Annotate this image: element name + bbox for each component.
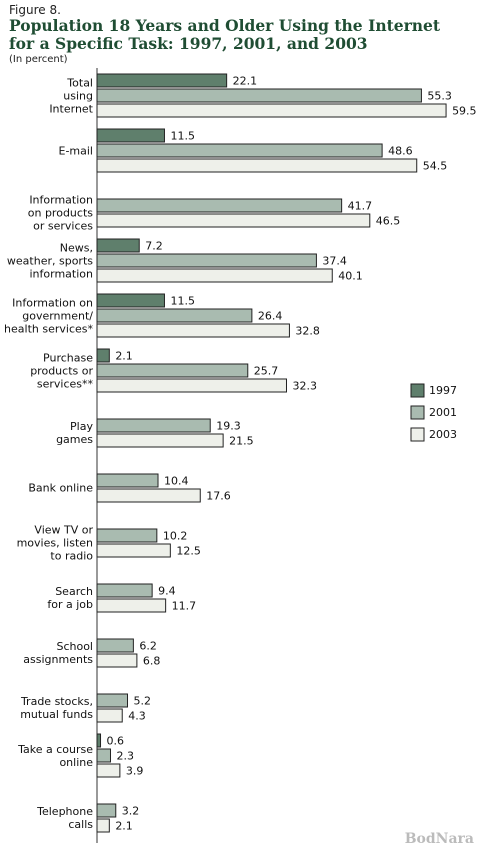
bar <box>96 308 253 323</box>
bar <box>96 638 134 653</box>
value-label: 0.6 <box>107 735 125 748</box>
bar <box>96 158 418 173</box>
legend-label: 2001 <box>429 406 457 419</box>
value-label: 21.5 <box>229 435 254 448</box>
value-label: 59.5 <box>452 105 477 118</box>
bar <box>96 128 165 143</box>
value-label: 26.4 <box>258 310 283 323</box>
bar <box>96 488 201 503</box>
value-label: 4.3 <box>128 710 146 723</box>
value-label: 12.5 <box>176 545 201 558</box>
value-label: 10.4 <box>164 475 189 488</box>
value-label: 37.4 <box>322 255 347 268</box>
bar <box>96 598 167 613</box>
bar <box>96 528 158 543</box>
y-tick-label: Search for a job <box>47 585 93 611</box>
y-tick-label: Telephone calls <box>37 805 93 831</box>
value-label: 41.7 <box>348 200 373 213</box>
y-tick-label: E-mail <box>58 144 94 157</box>
bar <box>96 433 224 448</box>
bar <box>96 543 171 558</box>
value-label: 48.6 <box>388 145 413 158</box>
y-tick-label: Play games <box>56 420 93 446</box>
bar <box>96 653 138 668</box>
y-tick-label: Total using Internet <box>49 76 93 115</box>
value-label: 10.2 <box>163 530 188 543</box>
value-label: 46.5 <box>376 215 401 228</box>
value-label: 6.8 <box>143 655 161 668</box>
value-label: 5.2 <box>134 695 152 708</box>
value-label: 55.3 <box>427 90 452 103</box>
y-tick-label: Take a course online <box>18 742 93 769</box>
bar <box>96 348 110 363</box>
bar <box>96 583 153 598</box>
legend-label: 2003 <box>429 428 457 441</box>
bar <box>96 213 371 228</box>
value-label: 32.3 <box>292 380 317 393</box>
legend-swatch <box>410 383 425 398</box>
bar <box>96 363 249 378</box>
value-label: 9.4 <box>158 585 176 598</box>
bar <box>96 238 140 253</box>
value-label: 7.2 <box>145 240 163 253</box>
value-label: 2.3 <box>116 750 134 763</box>
chart-title: Population 18 Years and Older Using the … <box>9 16 441 53</box>
value-label: 54.5 <box>423 160 448 173</box>
value-label: 2.1 <box>115 820 133 833</box>
value-label: 2.1 <box>115 350 133 363</box>
bar <box>96 763 121 778</box>
bar <box>96 818 110 833</box>
bar <box>96 803 117 818</box>
bar <box>96 198 343 213</box>
y-tick-label: Trade stocks, mutual funds <box>20 695 93 721</box>
value-label: 22.1 <box>233 75 257 88</box>
bar <box>96 693 129 708</box>
y-tick-label: School assignments <box>23 640 93 666</box>
bar <box>96 88 422 103</box>
bar <box>96 708 123 723</box>
bar <box>96 143 383 158</box>
bar <box>96 73 228 88</box>
value-label: 11.7 <box>172 600 197 613</box>
y-tick-label: View TV or movies, listen to radio <box>16 523 93 563</box>
y-tick-label: News, weather, sports information <box>6 241 93 280</box>
legend-label: 1997 <box>429 384 457 397</box>
bar <box>96 103 447 118</box>
bar <box>96 323 290 338</box>
bar <box>96 733 102 748</box>
value-label: 3.9 <box>126 765 144 778</box>
legend-swatch <box>410 405 425 420</box>
bar <box>96 748 111 763</box>
legend-swatch <box>410 427 425 442</box>
value-label: 17.6 <box>206 490 231 503</box>
y-tick-label: Bank online <box>28 481 93 495</box>
value-label: 11.5 <box>170 295 195 308</box>
y-tick-label: Information on products or services <box>27 193 93 233</box>
y-tick-label: Information on government/ health servic… <box>4 296 93 335</box>
figure-label: Figure 8. <box>9 3 61 17</box>
value-label: 11.5 <box>170 130 195 143</box>
bar <box>96 418 211 433</box>
value-label: 19.3 <box>216 420 241 433</box>
value-label: 3.2 <box>122 805 140 818</box>
bar <box>96 268 333 283</box>
bar <box>96 473 159 488</box>
y-tick-label: Purchase products or services** <box>30 351 93 390</box>
bar <box>96 378 287 393</box>
bar <box>96 293 165 308</box>
chart-subtitle: (In percent) <box>9 54 68 65</box>
bar <box>96 253 317 268</box>
value-label: 25.7 <box>254 365 278 378</box>
value-label: 40.1 <box>338 270 363 283</box>
value-label: 32.8 <box>295 325 320 338</box>
value-label: 6.2 <box>139 640 157 653</box>
watermark: BodNara <box>404 831 474 847</box>
